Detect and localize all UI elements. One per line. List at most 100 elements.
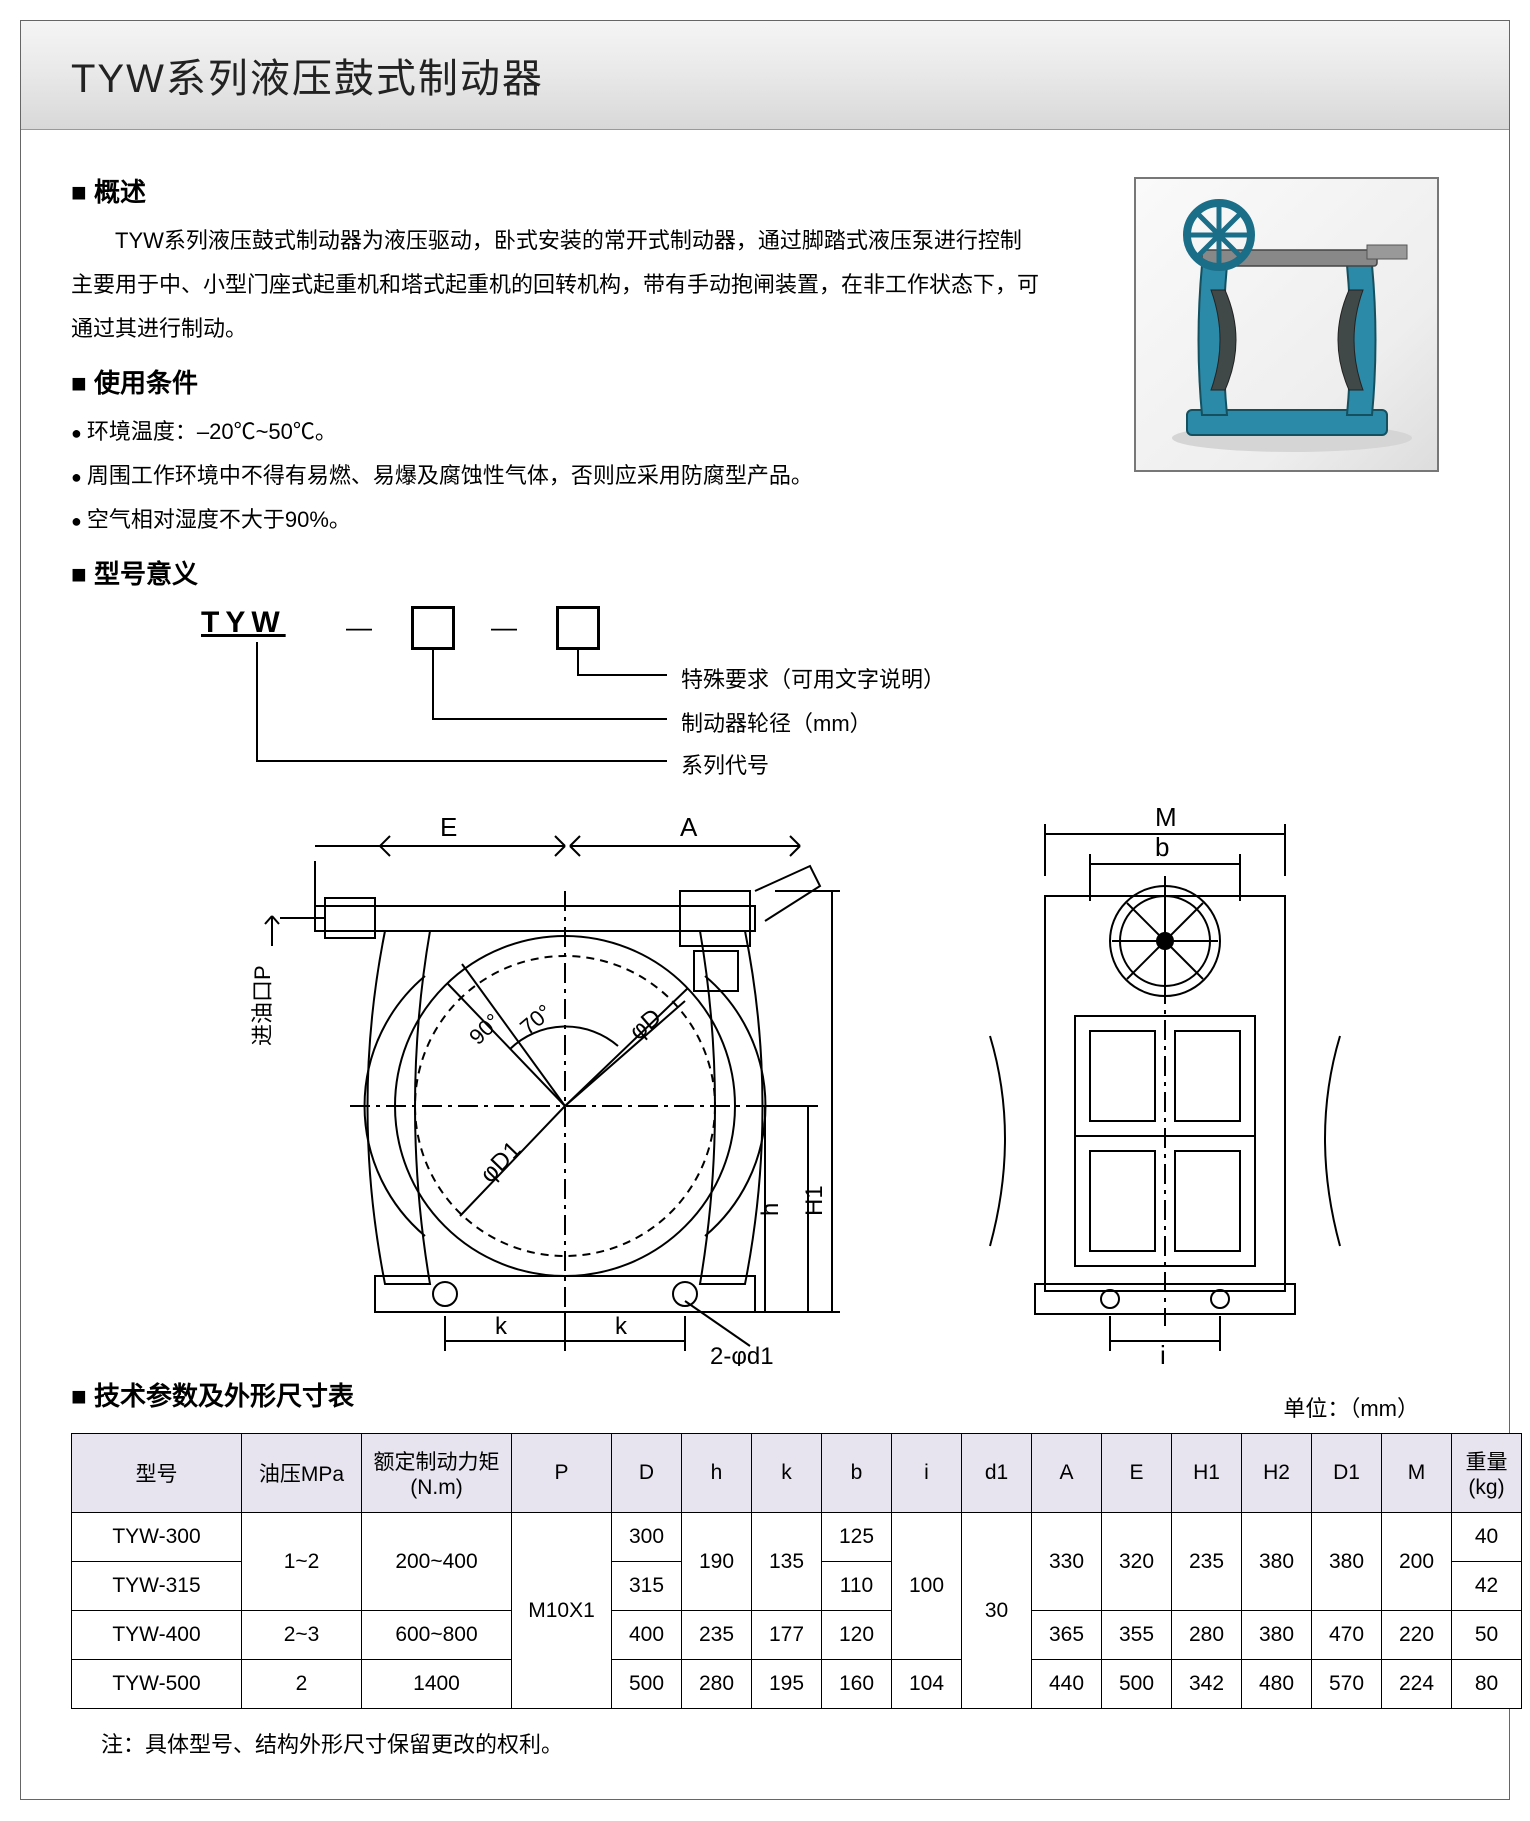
content-area: 概述 TYW系列液压鼓式制动器为液压驱动，卧式安装的常开式制动器，通过脚踏式液压… xyxy=(21,130,1509,1799)
svg-text:H1: H1 xyxy=(801,1185,828,1216)
cell-k: 135 xyxy=(752,1513,822,1611)
col-k: k xyxy=(752,1434,822,1513)
col-E: E xyxy=(1102,1434,1172,1513)
footnote: 注：具体型号、结构外形尺寸保留更改的权利。 xyxy=(101,1727,1459,1759)
svg-text:E: E xyxy=(440,812,457,842)
col-h: h xyxy=(682,1434,752,1513)
cell-E: 320 xyxy=(1102,1513,1172,1611)
model-box-1 xyxy=(411,606,455,650)
side-view-drawing: M b xyxy=(950,806,1380,1366)
cell-mpa: 2~3 xyxy=(242,1611,362,1660)
condition-item: 空气相对湿度不大于90%。 xyxy=(71,498,1459,542)
technical-drawings: E A xyxy=(71,806,1459,1366)
page-title: TYW系列液压鼓式制动器 xyxy=(71,46,1459,104)
col-H2: H2 xyxy=(1242,1434,1312,1513)
svg-text:b: b xyxy=(1155,832,1169,862)
diagram-line xyxy=(432,650,434,718)
cell-b: 160 xyxy=(822,1660,892,1709)
cell-h: 235 xyxy=(682,1611,752,1660)
cell-D1: 470 xyxy=(1312,1611,1382,1660)
cell-A: 330 xyxy=(1032,1513,1102,1611)
model-heading: 型号意义 xyxy=(71,554,1459,591)
svg-text:70°: 70° xyxy=(515,999,557,1040)
table-heading: 技术参数及外形尺寸表 xyxy=(71,1376,354,1413)
col-mpa: 油压MPa xyxy=(242,1434,362,1513)
cell-D: 315 xyxy=(612,1562,682,1611)
cell-P: M10X1 xyxy=(512,1513,612,1709)
model-code-text: TYW xyxy=(201,606,286,640)
cell-kg: 40 xyxy=(1452,1513,1522,1562)
svg-text:k: k xyxy=(495,1313,508,1340)
model-label-diameter: 制动器轮径（mm） xyxy=(681,706,872,738)
model-diagram: TYW — — 特殊要求（可用文字说明） 制动器轮径（mm） 系列代号 xyxy=(201,606,1021,786)
cell-b: 120 xyxy=(822,1611,892,1660)
photo-svg xyxy=(1147,190,1427,460)
table-row: TYW-500 2 1400 500 280 195 160 104 440 5… xyxy=(72,1660,1522,1709)
cell-kg: 42 xyxy=(1452,1562,1522,1611)
page-container: TYW系列液压鼓式制动器 概述 TYW系列液压鼓式制动器为液压驱动，卧式安装的常… xyxy=(20,20,1510,1800)
cell-model: TYW-500 xyxy=(72,1660,242,1709)
col-D1: D1 xyxy=(1312,1434,1382,1513)
col-D: D xyxy=(612,1434,682,1513)
cell-E: 500 xyxy=(1102,1660,1172,1709)
svg-text:k: k xyxy=(615,1313,628,1340)
cell-k: 177 xyxy=(752,1611,822,1660)
diagram-line xyxy=(577,674,667,676)
product-photo xyxy=(1134,177,1439,472)
spec-table: 型号 油压MPa 额定制动力矩 (N.m) P D h k b i d1 A E… xyxy=(71,1433,1522,1709)
model-dash-1: — xyxy=(346,612,372,643)
col-i: i xyxy=(892,1434,962,1513)
cell-mpa: 2 xyxy=(242,1660,362,1709)
model-box-2 xyxy=(556,606,600,650)
table-header-row: 技术参数及外形尺寸表 单位：（mm） xyxy=(71,1376,1459,1423)
diagram-line xyxy=(256,642,258,760)
diagram-line xyxy=(577,650,579,674)
cell-H1: 342 xyxy=(1172,1660,1242,1709)
front-view-drawing: E A xyxy=(210,806,840,1366)
cell-h: 190 xyxy=(682,1513,752,1611)
svg-text:φD: φD xyxy=(624,1004,667,1046)
svg-text:h: h xyxy=(757,1203,784,1216)
svg-text:M: M xyxy=(1155,806,1177,832)
cell-b: 125 xyxy=(822,1513,892,1562)
cell-A: 365 xyxy=(1032,1611,1102,1660)
col-A: A xyxy=(1032,1434,1102,1513)
col-M: M xyxy=(1382,1434,1452,1513)
cell-D: 500 xyxy=(612,1660,682,1709)
unit-label: 单位：（mm） xyxy=(1283,1391,1419,1423)
col-nm: 额定制动力矩 (N.m) xyxy=(362,1434,512,1513)
cell-nm: 600~800 xyxy=(362,1611,512,1660)
cell-d1: 30 xyxy=(962,1513,1032,1709)
cell-H2: 480 xyxy=(1242,1660,1312,1709)
table-row: TYW-400 2~3 600~800 400 235 177 120 365 … xyxy=(72,1611,1522,1660)
cell-model: TYW-300 xyxy=(72,1513,242,1562)
cell-model: TYW-400 xyxy=(72,1611,242,1660)
cell-i: 104 xyxy=(892,1660,962,1709)
svg-text:φD1: φD1 xyxy=(475,1136,527,1188)
cell-D1: 570 xyxy=(1312,1660,1382,1709)
cell-M: 220 xyxy=(1382,1611,1452,1660)
model-label-special: 特殊要求（可用文字说明） xyxy=(681,662,945,694)
diagram-line xyxy=(432,718,667,720)
model-dash-2: — xyxy=(491,612,517,643)
cell-nm: 1400 xyxy=(362,1660,512,1709)
col-p: P xyxy=(512,1434,612,1513)
svg-text:A: A xyxy=(680,812,698,842)
cell-i: 100 xyxy=(892,1513,962,1660)
cell-M: 200 xyxy=(1382,1513,1452,1611)
svg-text:进油口P: 进油口P xyxy=(250,965,275,1046)
col-d1: d1 xyxy=(962,1434,1032,1513)
cell-D: 300 xyxy=(612,1513,682,1562)
cell-nm: 200~400 xyxy=(362,1513,512,1611)
cell-mpa: 1~2 xyxy=(242,1513,362,1611)
diagram-line xyxy=(256,760,667,762)
cell-kg: 80 xyxy=(1452,1660,1522,1709)
cell-D: 400 xyxy=(612,1611,682,1660)
model-label-series: 系列代号 xyxy=(681,748,769,780)
cell-A: 440 xyxy=(1032,1660,1102,1709)
col-b: b xyxy=(822,1434,892,1513)
cell-k: 195 xyxy=(752,1660,822,1709)
cell-kg: 50 xyxy=(1452,1611,1522,1660)
overview-row: 概述 TYW系列液压鼓式制动器为液压驱动，卧式安装的常开式制动器，通过脚踏式液压… xyxy=(71,172,1459,351)
cell-H1: 280 xyxy=(1172,1611,1242,1660)
